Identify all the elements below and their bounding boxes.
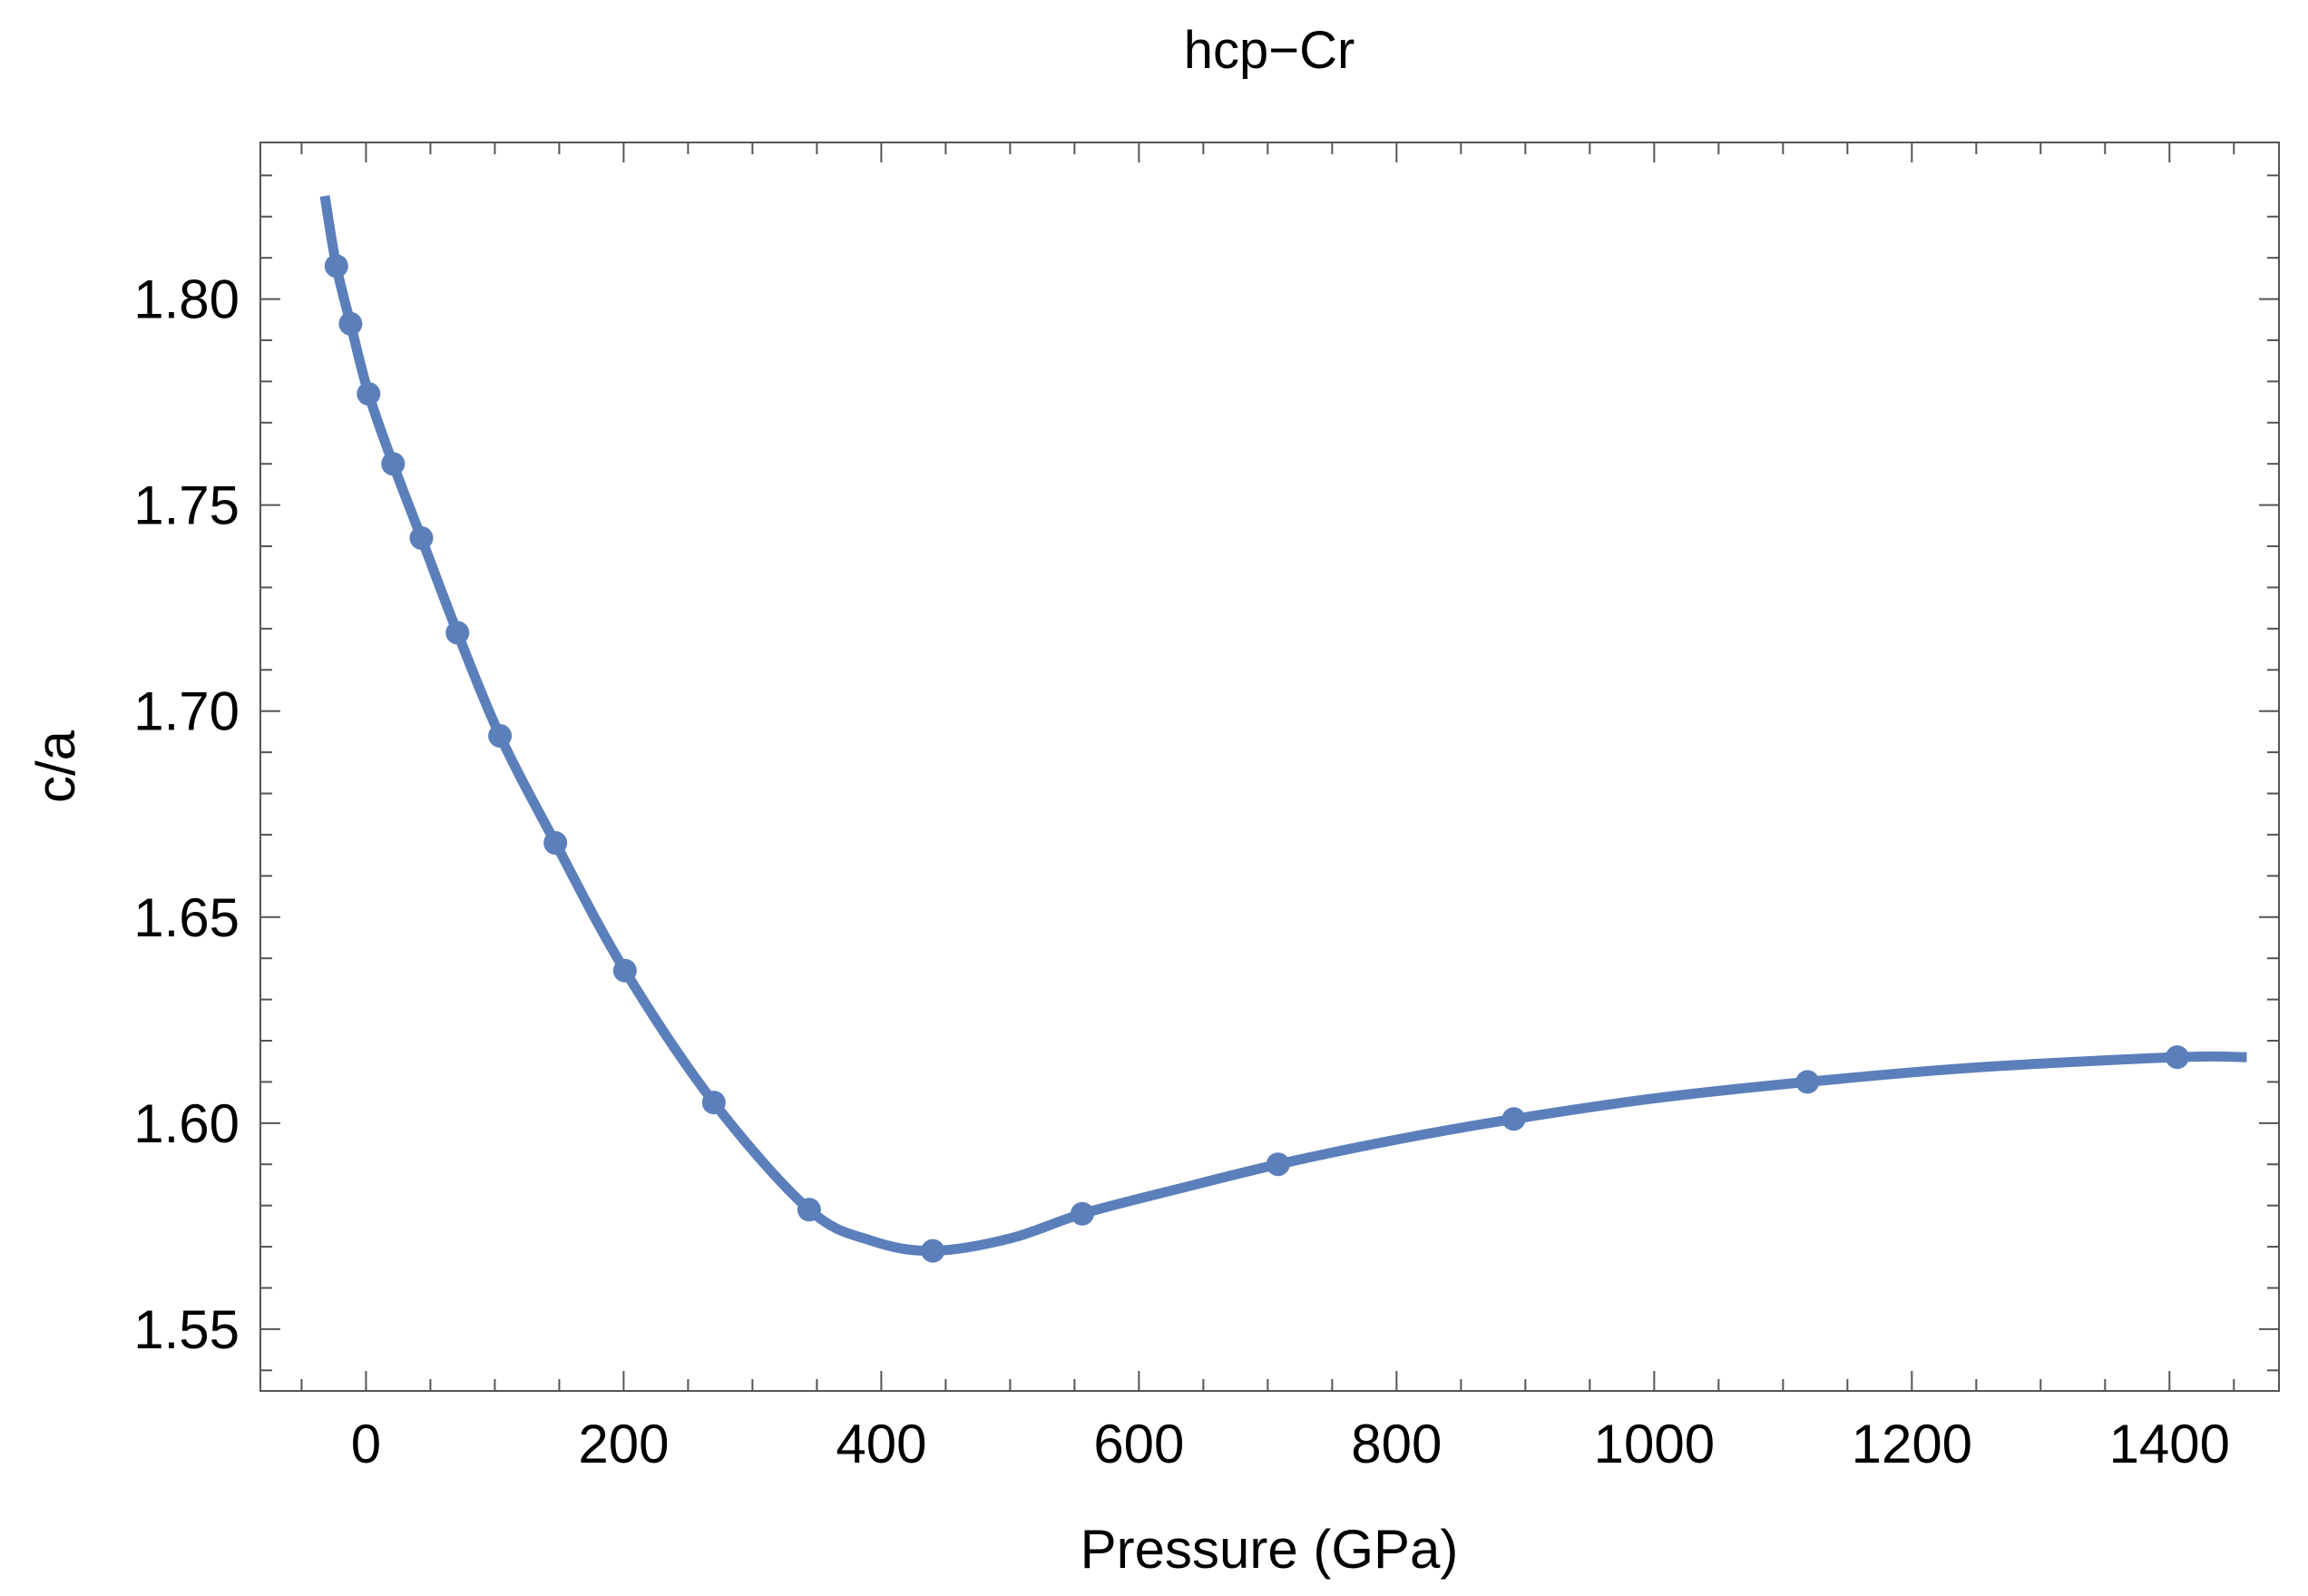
data-point [324, 254, 348, 279]
x-tick-label: 1200 [1852, 1414, 1972, 1474]
data-point [338, 311, 363, 336]
chart-title: hcp−Cr [1184, 21, 1355, 80]
x-tick-label: 400 [836, 1414, 926, 1474]
plot-frame [259, 142, 2280, 1392]
x-tick-label: 200 [578, 1414, 669, 1474]
x-tick-label: 800 [1351, 1414, 1442, 1474]
x-axis-title: Pressure (GPa) [1081, 1519, 1459, 1580]
data-point [1795, 1070, 1820, 1094]
data-point [543, 831, 568, 856]
tick-labels: 0 200 400 600 800 1000 1200 1400 1.55 1.60 1.65 1.7… [133, 269, 2230, 1474]
data-point [1501, 1107, 1526, 1131]
data-point [445, 621, 470, 645]
y-tick-label: 1.70 [133, 681, 240, 742]
data-point [921, 1239, 945, 1263]
data-point [381, 452, 406, 476]
x-tick-label: 0 [351, 1414, 381, 1474]
data-point [1266, 1152, 1290, 1177]
data-point [2165, 1045, 2189, 1070]
data-point [409, 525, 434, 550]
data-point [488, 723, 513, 748]
data-point [612, 958, 637, 983]
axis-ticks [260, 142, 2279, 1391]
y-tick-label: 1.75 [133, 475, 240, 536]
y-tick-label: 1.55 [133, 1299, 240, 1360]
x-tick-label: 1000 [1594, 1414, 1715, 1474]
y-axis-title: c/a [25, 729, 86, 803]
data-point [1070, 1201, 1094, 1226]
y-tick-label: 1.80 [133, 269, 240, 330]
y-tick-label: 1.65 [133, 887, 240, 948]
data-point [797, 1198, 821, 1222]
data-point [357, 382, 381, 406]
data-point [701, 1091, 726, 1115]
x-tick-label: 600 [1093, 1414, 1184, 1474]
fit-curve [319, 195, 2247, 1257]
x-tick-label: 1400 [2109, 1414, 2230, 1474]
data-points [324, 254, 2189, 1263]
y-tick-label: 1.60 [133, 1093, 240, 1154]
